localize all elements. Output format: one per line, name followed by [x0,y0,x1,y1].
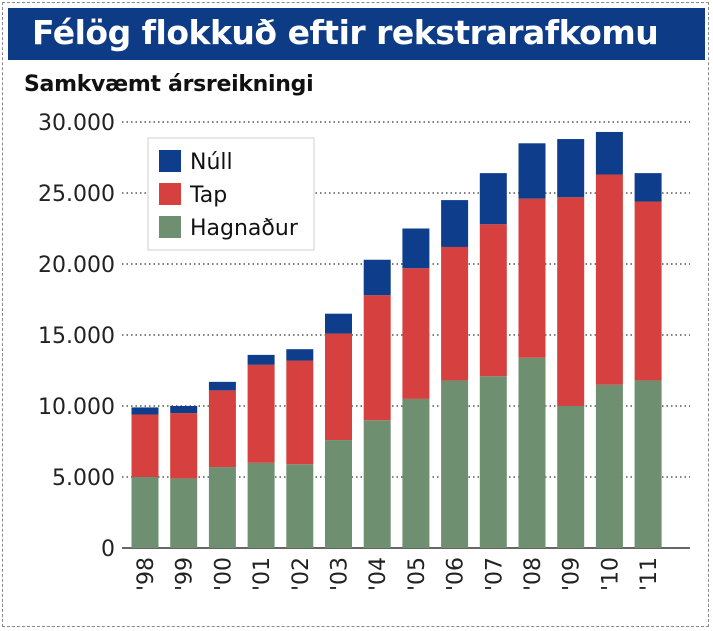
y-tick-label: 25.000 [38,182,115,207]
bar-segment-hagnaður [208,467,236,548]
bar-segment-tap [170,413,198,479]
x-tick-label: '06 [444,557,469,591]
bar-segment-hagnaður [286,464,314,548]
bar-segment-hagnaður [634,380,662,548]
bar-segment-núll [208,381,236,391]
bars [131,131,662,548]
bar-segment-núll [363,259,391,296]
bar-segment-hagnaður [363,420,391,548]
legend-swatch [159,183,181,205]
bar-segment-núll [247,354,275,365]
legend-swatch [159,150,181,172]
x-axis-ticks: '98 '99 '00 '01 '02 '03 '04 '05 '06 '07 '08 '09 '10 '… [134,557,662,591]
bar-segment-tap [557,197,585,406]
bar-segment-tap [363,295,391,421]
chart-title: Félög flokkuð eftir rekstrarafkomu [32,13,659,52]
bar-segment-tap [131,414,159,477]
bar-segment-hagnaður [402,398,430,548]
bar-segment-hagnaður [441,380,469,548]
y-axis-ticks: 0 5.000 10.000 15.000 20.000 25.000 30.000 [38,111,115,562]
x-tick-label: '09 [560,557,585,591]
x-tick-label: '10 [598,557,623,591]
bar-segment-tap [286,360,314,465]
bar-segment-núll [479,173,507,225]
bar-segment-núll [170,406,198,414]
y-tick-label: 30.000 [38,111,115,136]
bar-segment-tap [595,174,623,385]
legend-label: Hagnaður [190,216,299,241]
legend-label: Tap [189,183,227,208]
bar-segment-núll [325,313,352,334]
bar-segment-núll [441,200,469,247]
bar-segment-tap [479,224,507,377]
bar-segment-núll [518,143,546,199]
bar-segment-hagnaður [170,478,198,548]
x-tick-label: '00 [211,557,236,591]
bar-segment-tap [634,201,662,381]
bar-segment-núll [557,139,585,198]
legend: Núll Tap Hagnaður [147,137,315,251]
x-tick-label: '02 [289,557,314,591]
x-tick-label: '08 [521,557,546,591]
x-tick-label: '98 [134,557,159,591]
bar-segment-tap [208,390,236,468]
bar-segment-núll [595,131,623,175]
bar-segment-tap [247,364,275,463]
bar-segment-núll [286,349,314,361]
y-tick-label: 15.000 [38,324,115,349]
title-bar: Félög flokkuð eftir rekstrarafkomu [8,8,705,60]
bar-segment-núll [131,407,159,415]
x-tick-label: '07 [482,557,507,591]
bar-segment-hagnaður [557,406,585,548]
bar-segment-núll [634,173,662,202]
bar-segment-hagnaður [131,477,159,548]
x-tick-label: '99 [173,557,198,591]
y-tick-label: 20.000 [38,253,115,278]
bar-segment-hagnaður [595,384,623,548]
x-tick-label: '03 [328,557,353,591]
legend-swatch [159,216,181,238]
y-tick-label: 0 [101,537,115,562]
bar-segment-tap [518,198,546,358]
x-tick-label: '01 [250,557,275,591]
legend-label: Núll [190,150,233,175]
bar-segment-tap [441,246,469,381]
bar-segment-hagnaður [518,357,546,548]
bar-segment-núll [402,228,430,269]
x-tick-label: '04 [366,557,391,591]
bar-segment-hagnaður [325,440,352,548]
x-tick-label: '11 [637,557,662,591]
chart-subtitle: Samkvæmt ársreikningi [24,72,314,97]
bar-segment-hagnaður [479,376,507,548]
y-tick-label: 10.000 [38,395,115,420]
bar-segment-tap [402,268,430,399]
x-tick-label: '05 [405,557,430,591]
bar-segment-hagnaður [247,462,275,548]
y-tick-label: 5.000 [52,466,115,491]
bar-segment-tap [325,333,352,441]
